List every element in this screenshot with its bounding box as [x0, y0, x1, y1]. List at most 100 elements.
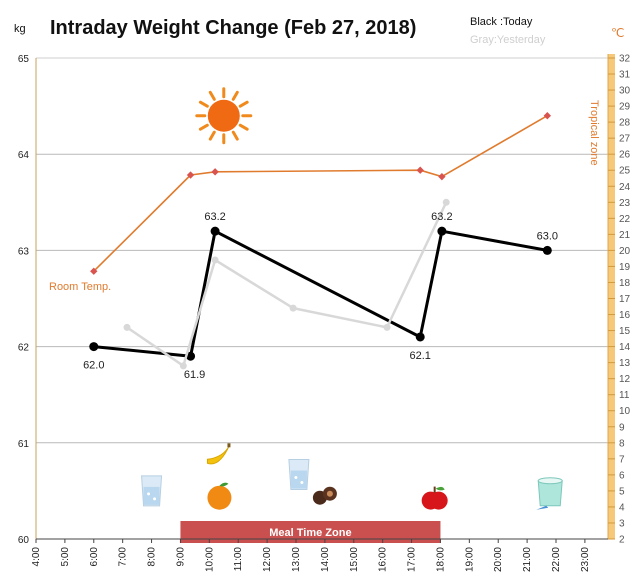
x-tick-label: 9:00 [175, 547, 186, 567]
right-tick-label: 17 [619, 294, 631, 305]
chart-title: Intraday Weight Change (Feb 27, 2018) [50, 17, 416, 39]
cup-spoon [536, 505, 549, 510]
series [89, 112, 552, 370]
right-tick-label: 12 [619, 374, 631, 385]
right-tick-label: 2 [619, 535, 625, 546]
room-temp-label: Room Temp. [49, 281, 111, 293]
right-tick-label: 11 [619, 390, 630, 401]
series-line [93, 115, 548, 272]
meal-time-zone-bar [180, 521, 441, 543]
right-tick-label: 8 [619, 438, 625, 449]
yogurt-cup-icon [536, 477, 563, 510]
data-label: 63.0 [537, 230, 558, 242]
sun-ray [238, 100, 249, 108]
axes: 60 61 62 63 64 65 4:00 5:00 6:00 7:00 8:00 9:00 10:0… [18, 54, 608, 572]
cup-rim [537, 477, 563, 485]
glass-water [143, 486, 160, 505]
x-tick-label: 15:00 [349, 547, 360, 572]
tropical-zone-label: Tropical zone [588, 100, 600, 166]
y-tick-label: 61 [18, 439, 30, 450]
right-tick-label: 7 [619, 454, 625, 465]
meal-time-zone-label: Meal Time Zone [269, 527, 351, 539]
right-tick-label: 19 [619, 262, 631, 273]
sun-ray [208, 90, 216, 101]
right-tick-label: 32 [619, 54, 631, 65]
data-label: 62.1 [410, 350, 431, 362]
apple-body [429, 491, 448, 510]
x-tick-label: 8:00 [147, 547, 158, 567]
apple-leaf [435, 486, 445, 491]
right-tick-label: 27 [619, 134, 631, 145]
y-tick-label: 63 [18, 246, 30, 257]
right-tick-label: 23 [619, 198, 631, 209]
right-tick-label: 29 [619, 102, 631, 113]
right-tick-label: 30 [619, 86, 631, 97]
x-tick-label: 6:00 [89, 547, 100, 567]
y-tick-label: 65 [18, 54, 30, 65]
glass-bubble [147, 492, 151, 496]
right-tick-label: 31 [619, 70, 631, 81]
sun-icon [195, 87, 253, 145]
data-label: 63.2 [431, 211, 452, 223]
data-point [186, 351, 196, 361]
data-point [211, 168, 219, 176]
right-tick-label: 5 [619, 486, 625, 497]
x-tick-label: 7:00 [118, 547, 129, 567]
data-point [416, 166, 424, 174]
x-tick-label: 4:00 [31, 547, 42, 567]
data-point [90, 267, 98, 275]
right-tick-label: 20 [619, 246, 631, 257]
data-point [186, 171, 195, 179]
gridlines [36, 57, 608, 444]
right-tick-label: 24 [619, 182, 631, 193]
left-axis-unit: kg [14, 23, 26, 35]
sun-ray [231, 130, 239, 141]
data-point [289, 304, 297, 312]
data-point [543, 112, 552, 120]
right-axis-band [608, 54, 615, 539]
x-tick-label: 17:00 [407, 547, 418, 572]
data-point [437, 226, 447, 236]
sun-ray [238, 123, 249, 131]
glass-bubble [153, 497, 157, 501]
x-tick-label: 23:00 [580, 547, 591, 572]
data-point [179, 362, 187, 370]
x-tick-label: 16:00 [378, 547, 389, 572]
x-tick-label: 22:00 [551, 547, 562, 572]
x-tick-label: 14:00 [320, 547, 331, 572]
right-tick-label: 25 [619, 166, 631, 177]
x-tick-label: 13:00 [291, 547, 302, 572]
right-tick-label: 28 [619, 118, 631, 129]
banana-icon [206, 443, 231, 465]
glass-water [290, 470, 307, 489]
right-axis-unit: ℃ [611, 26, 624, 40]
series-line [93, 229, 548, 358]
data-point [211, 256, 219, 264]
apple-stem [433, 486, 436, 493]
right-tick-label: 26 [619, 150, 631, 161]
banana-body [206, 445, 230, 465]
data-label: 62.0 [83, 360, 104, 372]
glass-bubble [294, 476, 298, 480]
legend-today: Black :Today [470, 16, 533, 28]
y-tick-label: 62 [18, 343, 30, 354]
right-tick-label: 6 [619, 470, 625, 481]
sun-ray [208, 130, 216, 141]
y-tick-label: 64 [18, 150, 30, 161]
data-point [383, 323, 391, 331]
x-tick-label: 20:00 [493, 547, 504, 572]
right-tick-label: 18 [619, 278, 631, 289]
orange-body [207, 485, 232, 510]
data-label: 63.2 [204, 211, 225, 223]
data-point [123, 323, 131, 331]
orange-icon [207, 482, 232, 510]
x-tick-label: 18:00 [435, 547, 446, 572]
water-glass-icon [141, 475, 163, 507]
water-glass-icon [288, 459, 310, 491]
data-point [89, 342, 99, 352]
right-temperature-axis: 2345678910111213141516171819202122232425… [607, 54, 631, 546]
x-tick-label: 19:00 [464, 547, 475, 572]
glass-bubble [300, 481, 304, 485]
